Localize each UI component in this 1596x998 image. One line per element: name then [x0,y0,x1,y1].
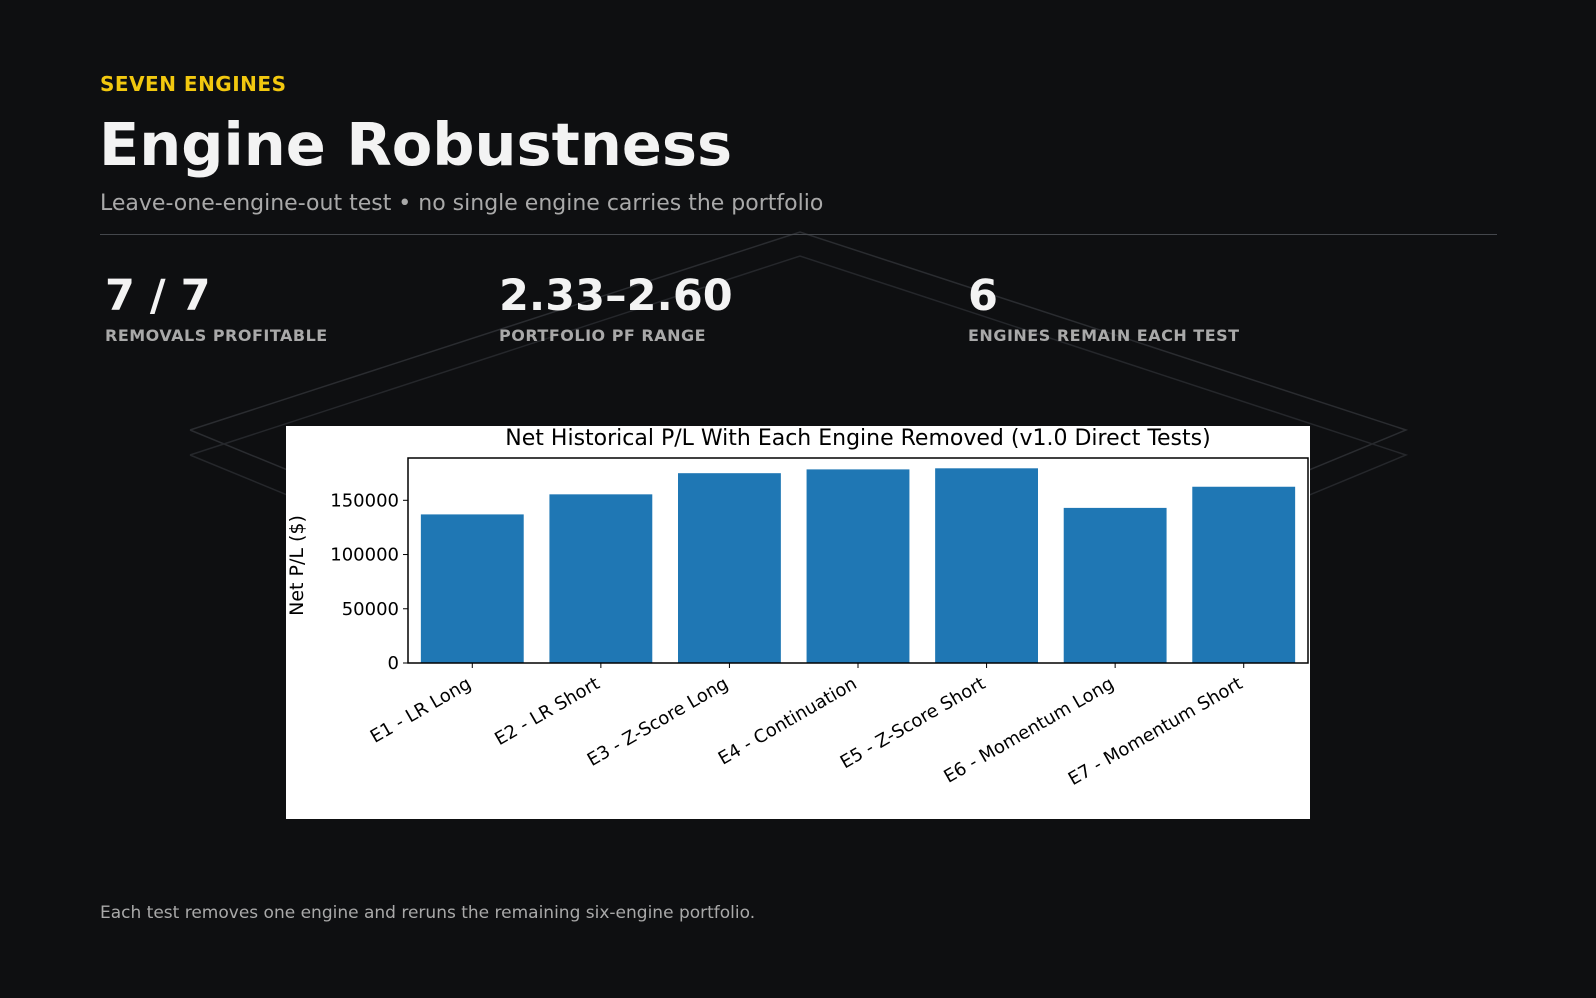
chart-panel: Net Historical P/L With Each Engine Remo… [286,426,1310,819]
bar-1 [420,514,524,663]
bar-chart: Net Historical P/L With Each Engine Remo… [286,426,1309,790]
stat-engines-remain: 6 ENGINES REMAIN EACH TEST [968,270,1240,345]
divider [100,234,1497,235]
x-tick-label: E2 - LR Short [491,673,603,750]
stat-removals-profitable: 7 / 7 REMOVALS PROFITABLE [105,270,328,345]
chart-title: Net Historical P/L With Each Engine Remo… [505,426,1210,451]
bar-2 [549,494,653,663]
stat-label: REMOVALS PROFITABLE [105,326,328,345]
y-tick-label: 0 [388,653,399,674]
y-tick-label: 50000 [342,599,399,620]
page-subtitle: Leave-one-engine-out test • no single en… [100,191,824,216]
stat-label: ENGINES REMAIN EACH TEST [968,326,1240,345]
stat-value: 7 / 7 [105,271,211,321]
page-title: Engine Robustness [99,110,733,179]
bar-3 [678,473,781,663]
y-tick-label: 150000 [330,490,399,511]
stat-pf-range: 2.33–2.60 PORTFOLIO PF RANGE [499,270,733,345]
stat-value: 2.33–2.60 [499,271,733,321]
eyebrow-label: SEVEN ENGINES [100,72,287,96]
y-tick-label: 100000 [330,545,399,566]
bar-4 [806,469,910,663]
stat-value: 6 [968,271,998,321]
bar-7 [1192,486,1296,663]
y-axis-label: Net P/L ($) [286,515,308,616]
x-tick-label: E1 - LR Long [367,673,475,747]
bar-6 [1063,507,1167,663]
bar-5 [935,468,1038,663]
footer-note: Each test removes one engine and reruns … [100,903,756,923]
stat-label: PORTFOLIO PF RANGE [499,326,707,345]
plot-frame [407,457,1309,664]
x-tick-label: E3 - Z-Score Long [584,673,732,771]
